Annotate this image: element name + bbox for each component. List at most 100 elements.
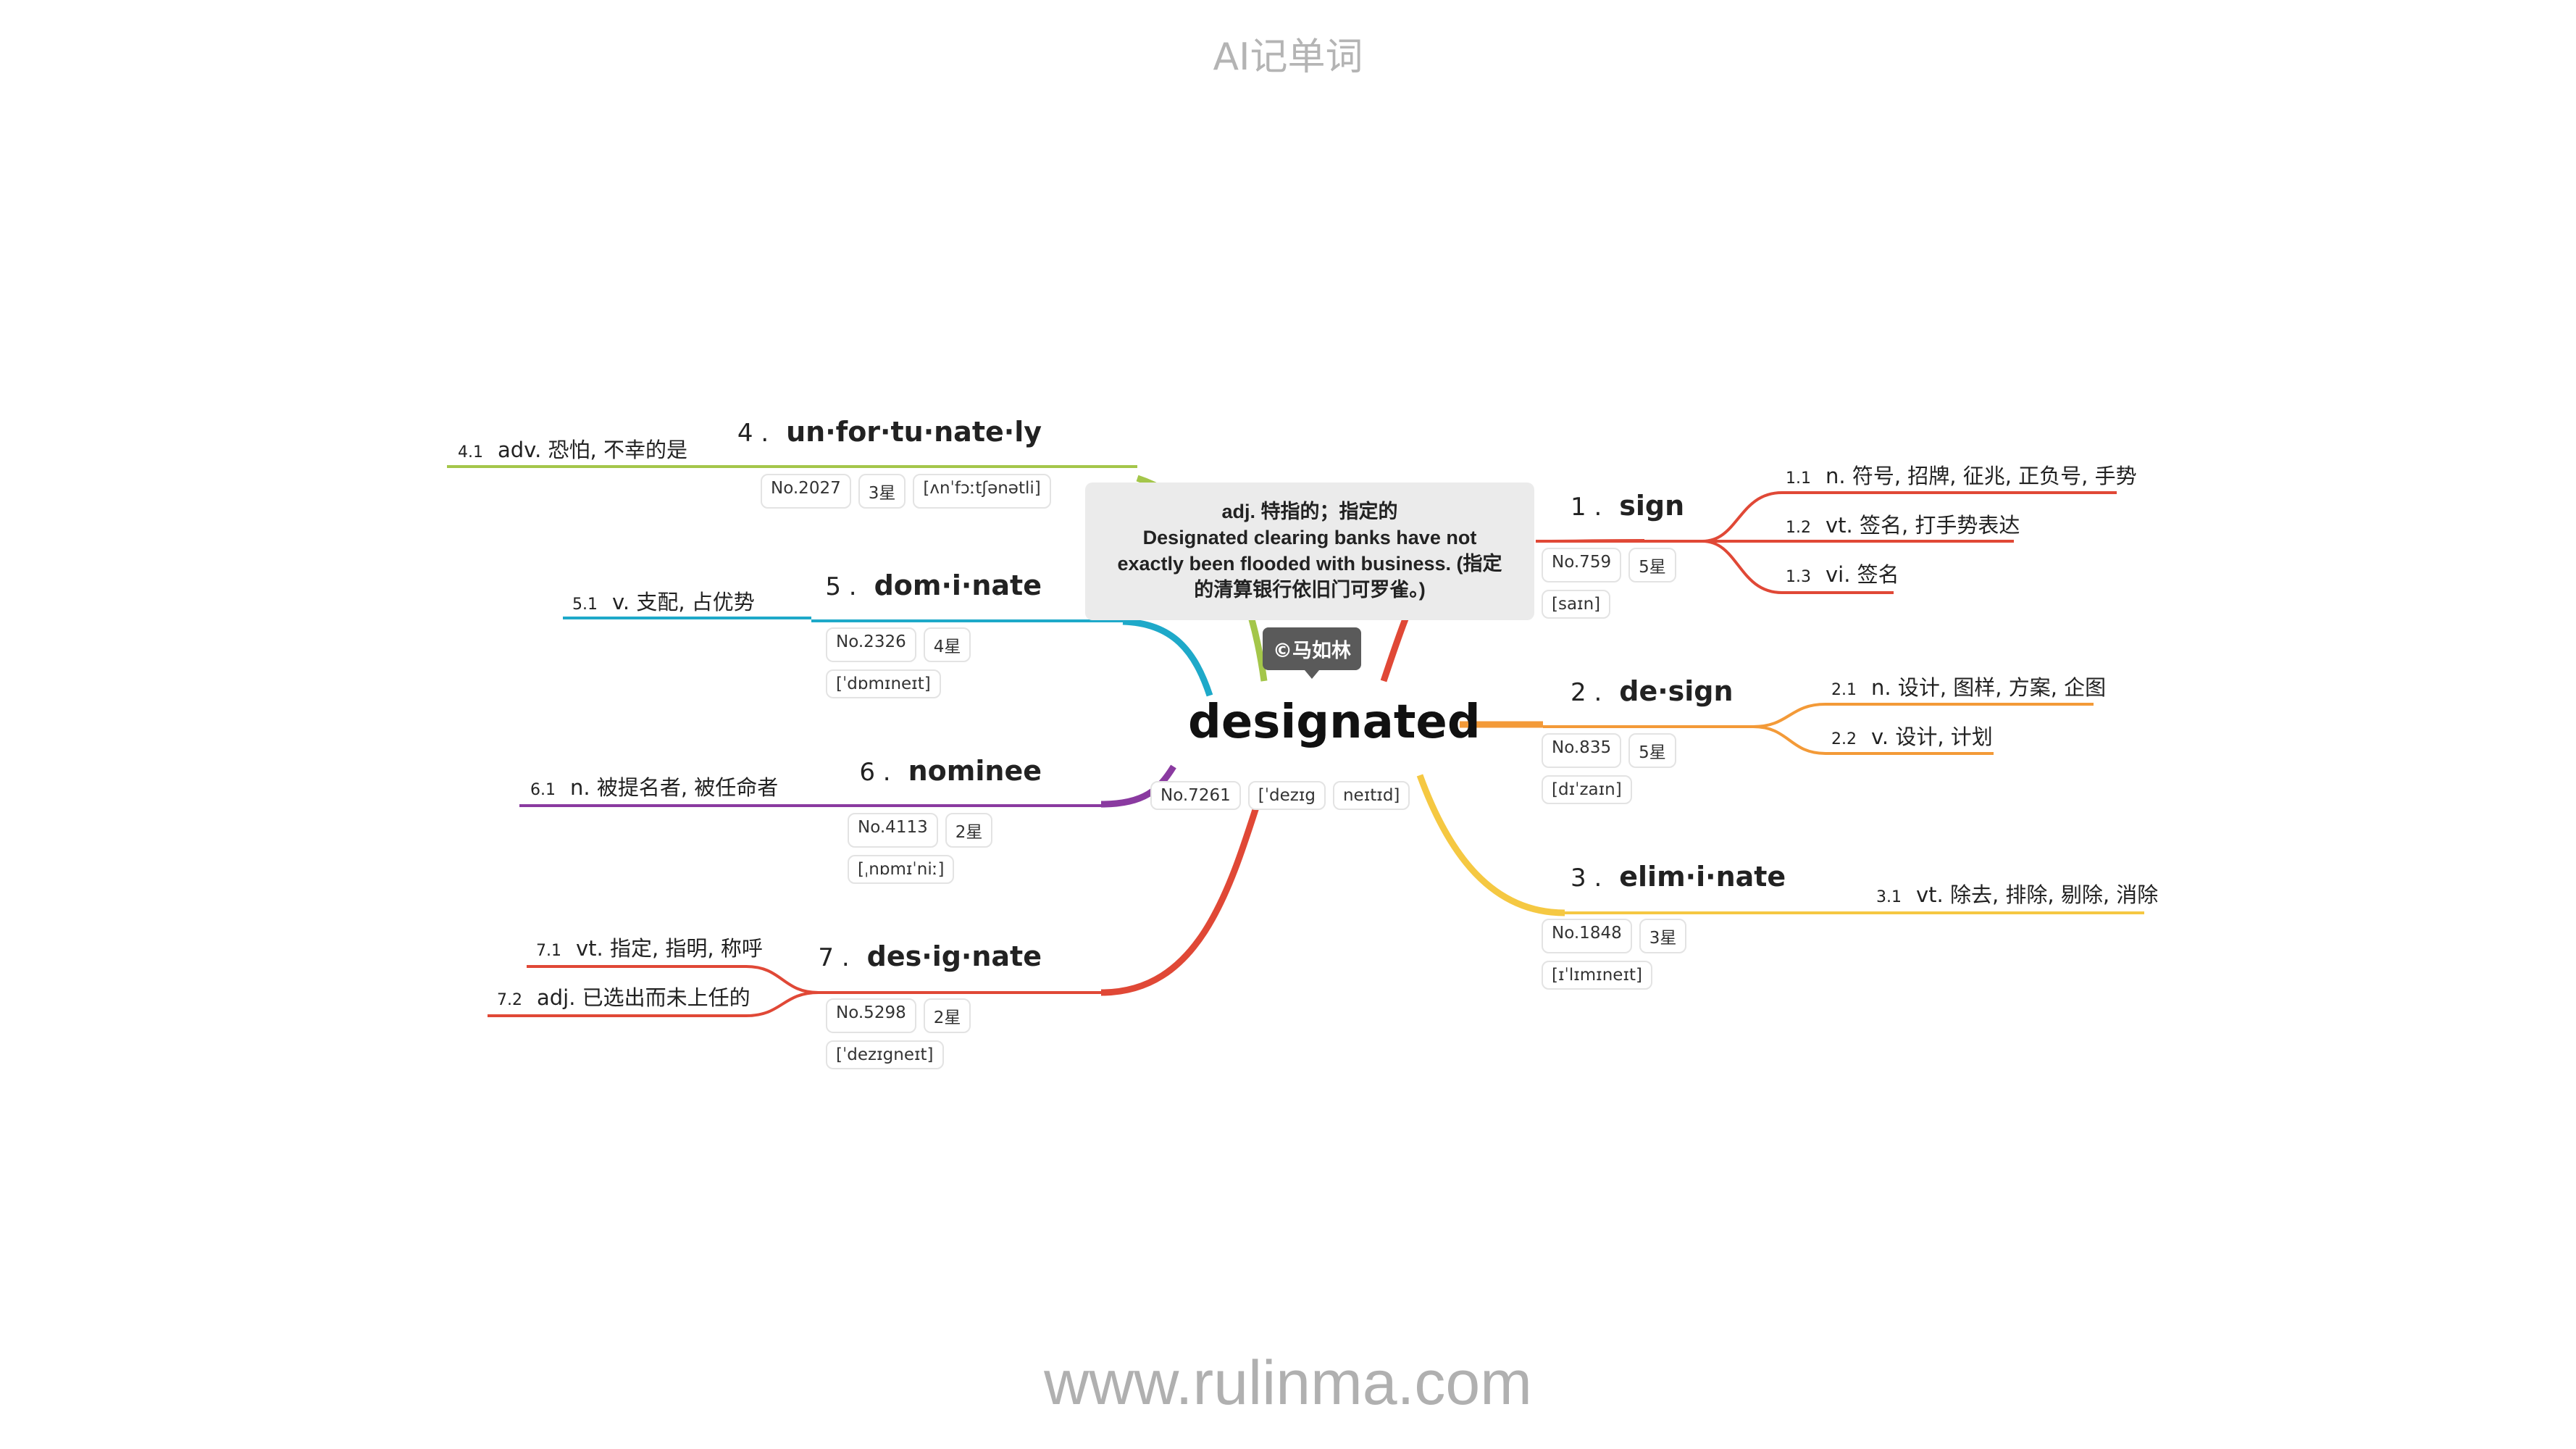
branch-word: des·ig·nate bbox=[866, 940, 1042, 972]
definition-1-1: 1.1 n. 符号, 招牌, 征兆, 正负号, 手势 bbox=[1786, 459, 2137, 490]
tag-ipa: [dɪˈzaɪn] bbox=[1542, 775, 1632, 804]
tag-stars: 4星 bbox=[923, 627, 971, 662]
branch-tags-nominee: No.4113 2星 [ˌnɒmɪˈniː] bbox=[848, 813, 993, 884]
branch-title-nominee: 6 . nominee bbox=[859, 755, 1042, 787]
definition-index: 1.3 bbox=[1786, 568, 1811, 586]
definition-text: vi. 签名 bbox=[1826, 562, 1899, 587]
branch-tags-dominate: No.2326 4星 [ˈdɒmɪneɪt] bbox=[826, 627, 971, 698]
branch-word: elim·i·nate bbox=[1619, 861, 1786, 893]
definition-index: 2.1 bbox=[1831, 681, 1857, 699]
tag-ipa: [ˈdezɪgneɪt] bbox=[826, 1040, 944, 1069]
branch-title-designate: 7 . des·ig·nate bbox=[818, 940, 1042, 972]
tag-ipa: [saɪn] bbox=[1542, 590, 1611, 619]
definition-text: adv. 恐怕, 不幸的是 bbox=[498, 438, 687, 462]
tag-no: No.2027 bbox=[761, 474, 851, 509]
tag-stars: 5星 bbox=[1628, 733, 1676, 768]
definition-index: 4.1 bbox=[458, 443, 483, 462]
branch-word: sign bbox=[1619, 490, 1685, 522]
definition-3-1: 3.1 vt. 除去, 排除, 剔除, 消除 bbox=[1876, 878, 2158, 909]
definition-index: 3.1 bbox=[1876, 888, 1902, 906]
tag-no: No.835 bbox=[1542, 733, 1622, 768]
branch-word: de·sign bbox=[1619, 675, 1734, 707]
branch-tags-unfortunately: No.2027 3星 [ʌnˈfɔːtʃənətli] bbox=[761, 474, 1051, 509]
branch-title-sign: 1 . sign bbox=[1571, 490, 1684, 522]
branch-tags-eliminate: No.1848 3星 [ɪˈlɪmɪneɪt] bbox=[1542, 919, 1687, 990]
definition-1-2: 1.2 vt. 签名, 打手势表达 bbox=[1786, 509, 2020, 539]
branch-word: dom·i·nate bbox=[874, 569, 1042, 601]
branch-number: 7 . bbox=[818, 943, 850, 972]
definition-7-2: 7.2 adj. 已选出而未上任的 bbox=[497, 981, 750, 1011]
tag-no: No.5298 bbox=[826, 998, 916, 1033]
center-tag-no: No.7261 bbox=[1150, 781, 1241, 810]
callout-line-2: Designated clearing banks have not bbox=[1142, 527, 1477, 548]
tag-no: No.1848 bbox=[1542, 919, 1632, 953]
definition-index: 1.2 bbox=[1786, 519, 1811, 537]
tag-stars: 2星 bbox=[923, 998, 971, 1033]
definition-callout: adj. 特指的；指定的 Designated clearing banks h… bbox=[1085, 483, 1534, 620]
branch-tags-sign: No.759 5星 [saɪn] bbox=[1542, 548, 1676, 619]
branch-word: un·for·tu·nate·ly bbox=[786, 416, 1042, 448]
author-badge: ©马如林 bbox=[1263, 627, 1361, 679]
definition-text: n. 设计, 图样, 方案, 企图 bbox=[1871, 675, 2107, 700]
callout-line-4: 的清算银行依旧门可罗雀。) bbox=[1194, 579, 1426, 601]
connector-eliminate bbox=[1416, 774, 1565, 916]
branch-title-unfortunately: 4 . un·for·tu·nate·ly bbox=[737, 416, 1042, 448]
definition-2-1: 2.1 n. 设计, 图样, 方案, 企图 bbox=[1831, 671, 2106, 701]
callout-line-1: adj. 特指的；指定的 bbox=[1221, 501, 1398, 522]
definition-text: v. 支配, 占优势 bbox=[612, 590, 755, 614]
definition-5-1: 5.1 v. 支配, 占优势 bbox=[572, 585, 755, 616]
connector-dominate bbox=[1122, 618, 1213, 697]
tag-no: No.4113 bbox=[848, 813, 938, 848]
tag-no: No.759 bbox=[1542, 548, 1622, 582]
center-word: designated bbox=[1188, 696, 1481, 749]
connector-designate bbox=[1100, 781, 1268, 996]
definition-2-2: 2.2 v. 设计, 计划 bbox=[1831, 720, 1993, 751]
branch-number: 6 . bbox=[859, 758, 891, 787]
definition-text: vt. 除去, 排除, 剔除, 消除 bbox=[1916, 882, 2159, 907]
callout-line-3: exactly been flooded with business. (指定 bbox=[1117, 553, 1502, 575]
definition-text: vt. 指定, 指明, 称呼 bbox=[576, 936, 763, 961]
center-tag-ipa-2: neɪtɪd] bbox=[1332, 781, 1410, 810]
branch-number: 1 . bbox=[1571, 493, 1602, 522]
center-tags: No.7261 [ˈdezɪg neɪtɪd] bbox=[1150, 781, 1410, 810]
tag-no: No.2326 bbox=[826, 627, 916, 662]
branch-word: nominee bbox=[908, 755, 1042, 787]
tag-ipa: [ʌnˈfɔːtʃənətli] bbox=[913, 474, 1051, 509]
definition-text: n. 符号, 招牌, 征兆, 正负号, 手势 bbox=[1826, 464, 2137, 488]
definition-index: 2.2 bbox=[1831, 730, 1857, 748]
tag-ipa: [ˈdɒmɪneɪt] bbox=[826, 669, 941, 698]
branch-number: 3 . bbox=[1571, 864, 1602, 893]
definition-4-1: 4.1 adv. 恐怕, 不幸的是 bbox=[458, 433, 687, 464]
footer-url: www.rulinma.com bbox=[1044, 1348, 1532, 1418]
branch-tags-design: No.835 5星 [dɪˈzaɪn] bbox=[1542, 733, 1676, 804]
definition-text: adj. 已选出而未上任的 bbox=[537, 985, 750, 1010]
definition-index: 5.1 bbox=[572, 596, 598, 614]
definition-index: 7.1 bbox=[536, 942, 561, 960]
definition-6-1: 6.1 n. 被提名者, 被任命者 bbox=[530, 771, 778, 801]
branch-tags-designate: No.5298 2星 [ˈdezɪgneɪt] bbox=[826, 998, 971, 1069]
definition-text: vt. 签名, 打手势表达 bbox=[1826, 513, 2020, 538]
branch-title-design: 2 . de·sign bbox=[1571, 675, 1734, 707]
definition-text: n. 被提名者, 被任命者 bbox=[570, 775, 779, 800]
branch-title-dominate: 5 . dom·i·nate bbox=[825, 569, 1042, 601]
definition-index: 7.2 bbox=[497, 991, 522, 1009]
tag-stars: 5星 bbox=[1628, 548, 1676, 582]
definition-index: 6.1 bbox=[530, 781, 556, 799]
branch-title-eliminate: 3 . elim·i·nate bbox=[1571, 861, 1786, 893]
definition-1-3: 1.3 vi. 签名 bbox=[1786, 558, 1899, 588]
tag-ipa: [ˌnɒmɪˈniː] bbox=[848, 855, 955, 884]
definition-index: 1.1 bbox=[1786, 469, 1811, 488]
tag-stars: 2星 bbox=[945, 813, 993, 848]
center-tag-ipa-1: [ˈdezɪg bbox=[1247, 781, 1326, 810]
tag-ipa: [ɪˈlɪmɪneɪt] bbox=[1542, 961, 1652, 990]
branch-number: 5 . bbox=[825, 572, 857, 601]
branch-number: 2 . bbox=[1571, 678, 1602, 707]
definition-text: v. 设计, 计划 bbox=[1871, 724, 1993, 749]
definition-7-1: 7.1 vt. 指定, 指明, 称呼 bbox=[536, 932, 763, 962]
connector-nominee bbox=[1100, 764, 1176, 808]
tag-stars: 3星 bbox=[858, 474, 906, 509]
branch-number: 4 . bbox=[737, 419, 769, 448]
tag-stars: 3星 bbox=[1639, 919, 1687, 953]
page-title: AI记单词 bbox=[1213, 36, 1363, 79]
